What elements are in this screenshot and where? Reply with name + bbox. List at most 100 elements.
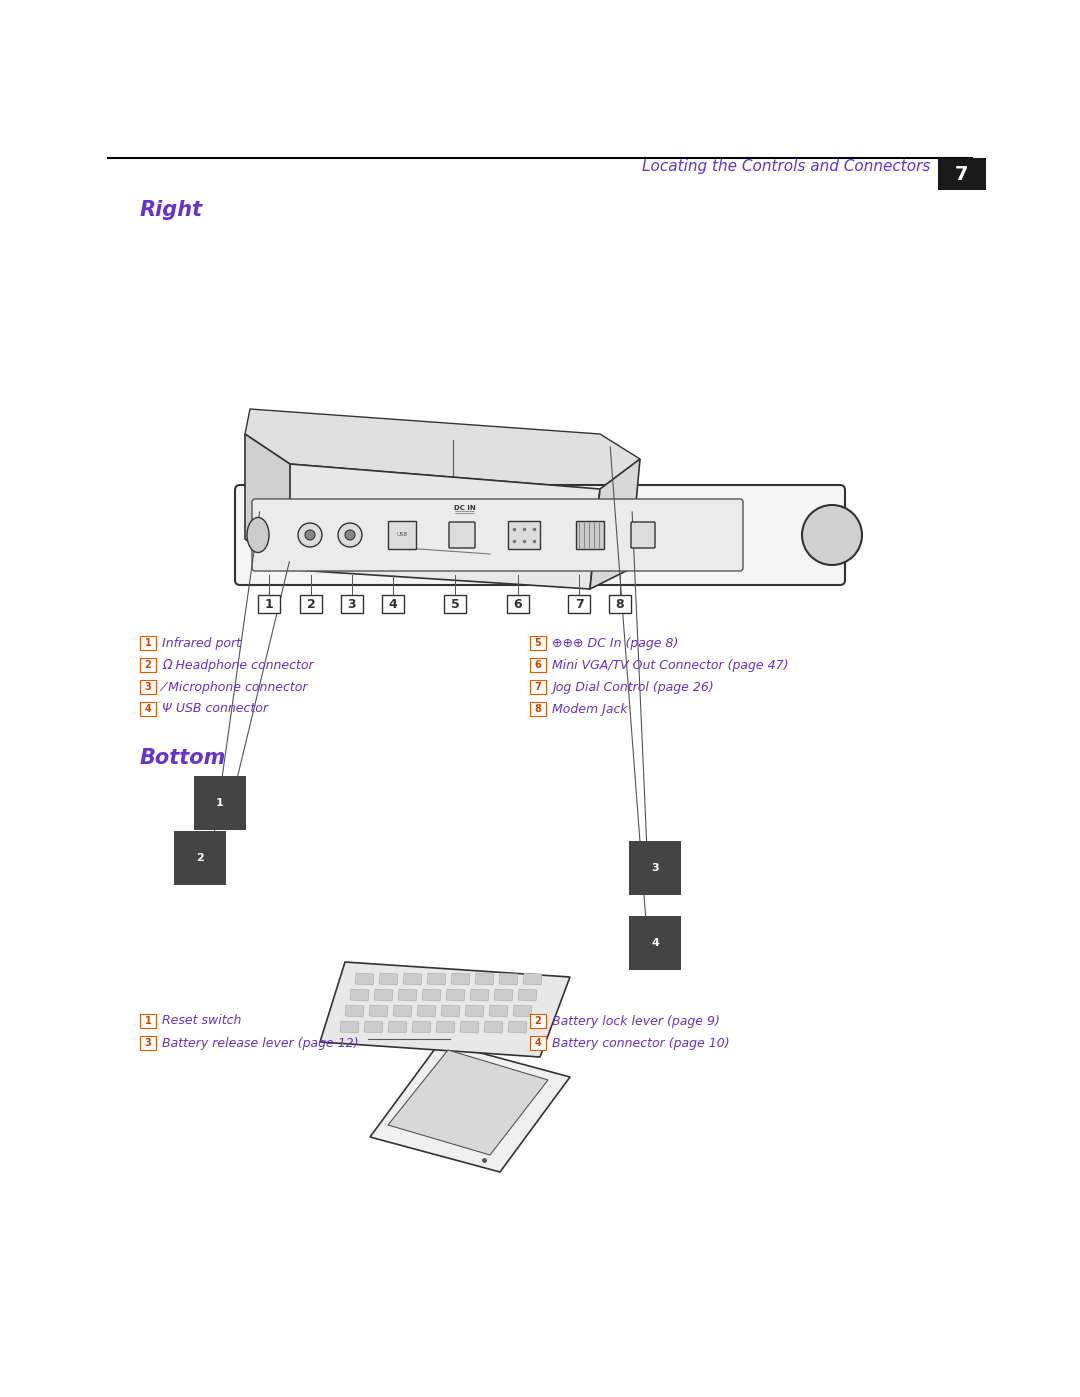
FancyBboxPatch shape [140,1037,156,1051]
FancyBboxPatch shape [530,1014,546,1028]
Polygon shape [355,972,374,985]
Text: 4: 4 [389,598,397,612]
Text: 1: 1 [145,1016,151,1025]
Text: ⁄ Microphone connector: ⁄ Microphone connector [162,680,308,693]
Polygon shape [494,989,513,1002]
FancyBboxPatch shape [530,658,546,672]
Text: Modem Jack: Modem Jack [552,703,627,715]
FancyBboxPatch shape [609,595,631,613]
FancyBboxPatch shape [300,595,322,613]
Bar [508,521,540,549]
Circle shape [298,522,322,548]
FancyBboxPatch shape [382,595,404,613]
FancyBboxPatch shape [568,595,590,613]
Polygon shape [340,1021,359,1032]
Text: Ψ USB connector: Ψ USB connector [162,703,268,715]
Text: Ω Headphone connector: Ω Headphone connector [162,658,313,672]
Text: 8: 8 [535,704,541,714]
FancyBboxPatch shape [507,595,529,613]
Polygon shape [280,464,600,590]
Polygon shape [590,460,640,590]
Text: 4: 4 [651,937,659,949]
Text: 4: 4 [145,704,151,714]
Text: 1: 1 [145,638,151,648]
Polygon shape [350,989,369,1002]
Polygon shape [369,1004,388,1017]
Polygon shape [411,1021,431,1032]
FancyBboxPatch shape [252,499,743,571]
Text: Jog Dial Control (page 26): Jog Dial Control (page 26) [552,680,714,693]
Polygon shape [422,989,441,1002]
FancyBboxPatch shape [140,658,156,672]
Polygon shape [345,1004,364,1017]
Polygon shape [417,1004,436,1017]
Polygon shape [245,409,640,489]
FancyBboxPatch shape [258,595,280,613]
Text: 3: 3 [145,1038,151,1048]
Polygon shape [508,1021,527,1032]
Text: 2: 2 [197,854,204,863]
Bar [939,158,986,190]
Polygon shape [374,989,393,1002]
Polygon shape [379,972,399,985]
Polygon shape [518,989,537,1002]
Text: 6: 6 [535,659,541,671]
Text: Battery lock lever (page 9): Battery lock lever (page 9) [552,1014,720,1028]
Circle shape [802,504,862,564]
Text: USB: USB [396,532,407,538]
Polygon shape [399,989,417,1002]
Text: 3: 3 [348,598,356,612]
Text: 2: 2 [145,659,151,671]
Polygon shape [513,1004,532,1017]
Polygon shape [393,1004,411,1017]
Text: 7: 7 [955,165,969,183]
Text: 1: 1 [265,598,273,612]
Text: 2: 2 [307,598,315,612]
FancyBboxPatch shape [235,485,845,585]
Polygon shape [245,434,291,569]
Text: 7: 7 [575,598,583,612]
Text: 7: 7 [535,682,541,692]
Polygon shape [427,972,446,985]
Text: Locating the Controls and Connectors: Locating the Controls and Connectors [642,159,930,175]
FancyBboxPatch shape [530,703,546,717]
FancyBboxPatch shape [140,1014,156,1028]
Ellipse shape [247,517,269,552]
Polygon shape [403,972,422,985]
Polygon shape [523,972,542,985]
Polygon shape [451,972,470,985]
Circle shape [305,529,315,541]
Polygon shape [470,989,489,1002]
Polygon shape [465,1004,484,1017]
FancyBboxPatch shape [530,1037,546,1051]
Bar [576,521,604,549]
FancyBboxPatch shape [631,522,654,548]
Polygon shape [364,1021,383,1032]
FancyBboxPatch shape [341,595,363,613]
Polygon shape [484,1021,503,1032]
Polygon shape [436,1021,455,1032]
FancyBboxPatch shape [140,680,156,694]
FancyBboxPatch shape [140,636,156,650]
Text: 3: 3 [145,682,151,692]
Text: Reset switch: Reset switch [162,1014,241,1028]
Text: Mini VGA/TV Out Connector (page 47): Mini VGA/TV Out Connector (page 47) [552,658,788,672]
Text: 2: 2 [535,1016,541,1025]
Text: Battery connector (page 10): Battery connector (page 10) [552,1037,730,1049]
Bar [388,521,416,549]
Text: 4: 4 [535,1038,541,1048]
Text: 6: 6 [514,598,523,612]
Text: 5: 5 [535,638,541,648]
FancyBboxPatch shape [530,636,546,650]
FancyBboxPatch shape [449,522,475,548]
FancyBboxPatch shape [140,703,156,717]
Polygon shape [489,1004,508,1017]
Text: Right: Right [140,200,203,219]
Circle shape [345,529,355,541]
Text: Battery release lever (page 12): Battery release lever (page 12) [162,1037,359,1049]
Text: 1: 1 [216,798,224,807]
Polygon shape [388,1051,548,1155]
Circle shape [338,522,362,548]
Text: Infrared port: Infrared port [162,637,241,650]
Text: 8: 8 [616,598,624,612]
